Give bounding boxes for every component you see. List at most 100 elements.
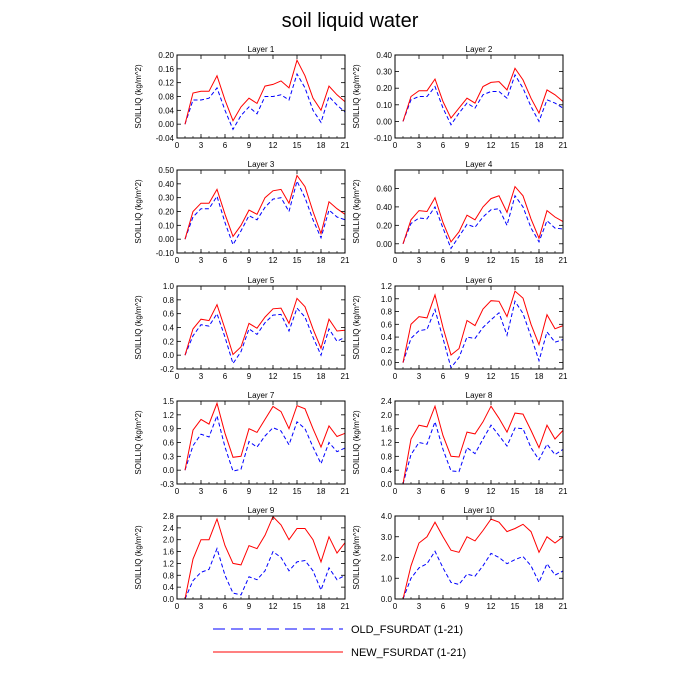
x-tick-label: 18	[317, 487, 326, 496]
x-tick-label: 18	[535, 141, 544, 150]
x-tick-label: 6	[441, 372, 446, 381]
y-tick-label: 1.2	[381, 282, 393, 291]
x-tick-label: 3	[199, 602, 204, 611]
y-tick-label: 0.8	[163, 296, 175, 305]
series-line-old	[184, 307, 346, 365]
x-tick-label: 9	[247, 372, 252, 381]
x-tick-label: 21	[559, 141, 568, 150]
y-tick-label: 0.00	[158, 120, 174, 129]
panel-title: Layer 1	[248, 45, 275, 54]
x-tick-label: 18	[317, 141, 326, 150]
panel-title: Layer 6	[466, 276, 493, 285]
x-tick-label: 6	[441, 602, 446, 611]
x-tick-label: 0	[393, 372, 398, 381]
y-tick-label: 0.0	[381, 480, 393, 489]
x-tick-label: 0	[393, 141, 398, 150]
x-tick-label: 6	[223, 372, 228, 381]
series-line-new	[402, 67, 564, 122]
panel-layer-7: Layer 7 0 3 6 9 12 15 18 21 -0.3 0.0 0.3 0.6 0.9 1.2 1.…	[134, 391, 350, 496]
y-tick-label: 0.4	[163, 324, 175, 333]
y-tick-label: 0.20	[376, 84, 392, 93]
series-line-new	[184, 174, 346, 240]
x-tick-label: 18	[535, 372, 544, 381]
x-tick-label: 0	[393, 487, 398, 496]
panel-layer-2: Layer 2 0 3 6 9 12 15 18 21 -0.10 0.00 0.10 0.20 0.30…	[352, 45, 568, 150]
series-line-old	[402, 73, 564, 126]
x-tick-label: 21	[341, 256, 350, 265]
x-tick-label: 15	[293, 372, 302, 381]
y-tick-label: 0.10	[376, 101, 392, 110]
panel-layer-10: Layer 10 0 3 6 9 12 15 18 21 0.0 1.0 2.0 3.0 4.0 SOILL…	[352, 506, 568, 611]
y-axis-label: SOILLIQ (kg/m^2)	[352, 295, 361, 360]
y-tick-label: 3.0	[381, 533, 393, 542]
x-tick-label: 21	[559, 487, 568, 496]
legend-label-new: NEW_FSURDAT (1-21)	[351, 647, 466, 659]
figure-title: soil liquid water	[282, 10, 419, 32]
x-tick-label: 18	[535, 256, 544, 265]
x-tick-label: 12	[487, 256, 496, 265]
x-tick-label: 3	[199, 372, 204, 381]
x-tick-label: 12	[269, 256, 278, 265]
x-tick-label: 15	[511, 141, 520, 150]
y-axis-label: SOILLIQ (kg/m^2)	[134, 179, 143, 244]
y-tick-label: 1.2	[381, 439, 393, 448]
x-tick-label: 12	[269, 141, 278, 150]
legend: OLD_FSURDAT (1-21) NEW_FSURDAT (1-21)	[213, 624, 466, 659]
series-line-new	[402, 290, 564, 363]
x-tick-label: 3	[417, 602, 422, 611]
x-tick-label: 9	[247, 256, 252, 265]
x-tick-label: 15	[511, 487, 520, 496]
y-tick-label: 0.2	[163, 337, 175, 346]
x-tick-label: 18	[535, 602, 544, 611]
y-axis-label: SOILLIQ (kg/m^2)	[134, 410, 143, 475]
x-tick-label: 0	[175, 141, 180, 150]
y-axis-label: SOILLIQ (kg/m^2)	[134, 525, 143, 590]
y-tick-label: 0.00	[158, 235, 174, 244]
x-tick-label: 6	[223, 141, 228, 150]
x-tick-label: 6	[223, 256, 228, 265]
y-tick-label: 1.0	[381, 295, 393, 304]
x-tick-label: 0	[175, 372, 180, 381]
plot-frame	[394, 169, 564, 254]
plot-frame	[176, 400, 346, 485]
y-tick-label: 2.8	[163, 512, 175, 521]
y-tick-label: 0.50	[158, 166, 174, 175]
y-tick-label: 0.0	[163, 595, 175, 604]
plot-frame	[394, 515, 564, 600]
panel-title: Layer 3	[248, 160, 275, 169]
panel-title: Layer 2	[466, 45, 493, 54]
x-tick-label: 18	[317, 602, 326, 611]
y-tick-label: -0.10	[374, 134, 393, 143]
y-tick-label: 2.4	[163, 524, 175, 533]
x-tick-label: 0	[175, 602, 180, 611]
x-tick-label: 21	[341, 602, 350, 611]
panel-title: Layer 8	[466, 391, 493, 400]
x-tick-label: 21	[341, 487, 350, 496]
x-tick-label: 21	[341, 141, 350, 150]
x-tick-label: 9	[465, 141, 470, 150]
y-tick-label: 0.30	[158, 194, 174, 203]
x-tick-label: 12	[269, 372, 278, 381]
plot-frame	[176, 515, 346, 600]
panel-layer-8: Layer 8 0 3 6 9 12 15 18 21 0.0 0.4 0.8 1.2 1.6 2.0 2.4…	[352, 391, 568, 496]
y-tick-label: 0.00	[376, 240, 392, 249]
y-tick-label: 0.30	[376, 68, 392, 77]
legend-label-old: OLD_FSURDAT (1-21)	[351, 624, 463, 636]
y-tick-label: 1.0	[381, 574, 393, 583]
x-tick-label: 12	[487, 602, 496, 611]
y-tick-label: 0.8	[163, 571, 175, 580]
y-tick-label: 2.4	[381, 397, 393, 406]
panel-title: Layer 9	[248, 506, 275, 515]
panel-layer-1: Layer 1 0 3 6 9 12 15 18 21 -0.04 0.00 0.04 0.08 0.12…	[134, 45, 350, 150]
series-line-new	[402, 518, 564, 600]
y-axis-label: SOILLIQ (kg/m^2)	[352, 410, 361, 475]
y-tick-label: 0.4	[381, 466, 393, 475]
y-tick-label: 0.20	[158, 51, 174, 60]
x-tick-label: 12	[487, 487, 496, 496]
plot-frame	[176, 169, 346, 254]
y-tick-label: 0.40	[376, 51, 392, 60]
x-tick-label: 21	[341, 372, 350, 381]
x-tick-label: 9	[465, 487, 470, 496]
y-tick-label: 1.5	[163, 397, 175, 406]
